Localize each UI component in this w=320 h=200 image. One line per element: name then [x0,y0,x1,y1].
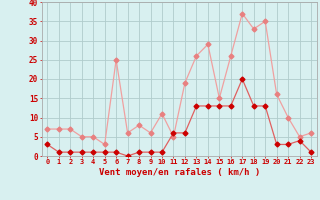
X-axis label: Vent moyen/en rafales ( km/h ): Vent moyen/en rafales ( km/h ) [99,168,260,177]
